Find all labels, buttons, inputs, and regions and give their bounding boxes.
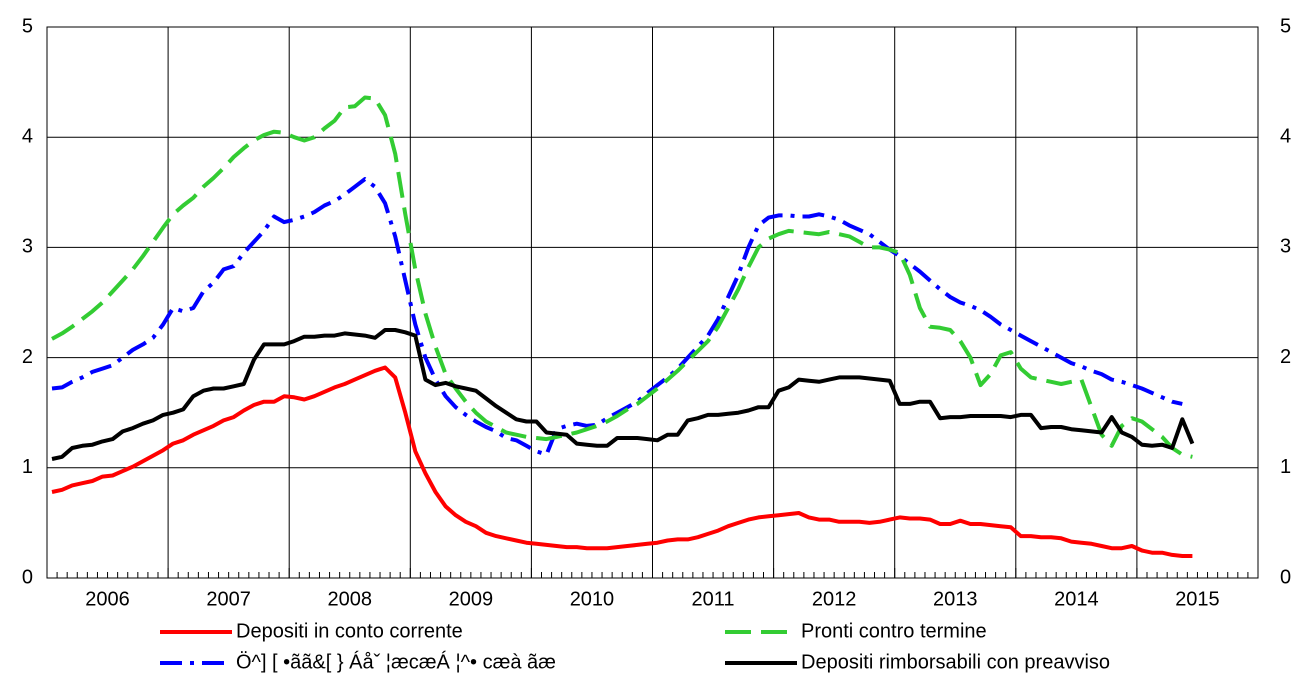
x-tick-label: 2006 — [85, 588, 130, 610]
series-line — [51, 95, 1193, 459]
x-tick-label: 2008 — [328, 588, 373, 610]
x-tick-label: 2014 — [1054, 588, 1099, 610]
y-tick-label: 2 — [22, 346, 33, 368]
series-line — [51, 365, 1193, 558]
x-tick-label: 2009 — [449, 588, 494, 610]
x-tick-label: 2010 — [570, 588, 615, 610]
y2-tick-label: 0 — [1280, 566, 1291, 588]
plot-frame — [46, 26, 1259, 579]
y2-tick-label: 5 — [1280, 15, 1291, 37]
y2-tick-label: 4 — [1280, 125, 1291, 147]
x-tick-label: 2015 — [1175, 588, 1220, 610]
x-tick-label: 2012 — [812, 588, 857, 610]
y-tick-label: 3 — [22, 236, 33, 258]
y2-tick-label: 3 — [1280, 236, 1291, 258]
y2-tick-label: 2 — [1280, 346, 1291, 368]
series-line — [51, 177, 1183, 457]
y-tick-label: 5 — [22, 15, 33, 37]
legend-label: Depositi rimborsabili con preavviso — [801, 651, 1110, 673]
series-line — [51, 328, 1195, 461]
y2-tick-label: 1 — [1280, 456, 1291, 478]
legend-label: Depositi in conto corrente — [236, 620, 463, 642]
legend-label: Ö^] [ •ãã&[ } Áåˇ ¦æcæÁ ¦^• cæà ãæ — [236, 650, 556, 673]
y-tick-label: 4 — [22, 125, 33, 147]
x-tick-label: 2013 — [933, 588, 978, 610]
y-tick-label: 1 — [22, 456, 33, 478]
x-tick-label: 2007 — [206, 588, 251, 610]
y-tick-label: 0 — [22, 566, 33, 588]
x-tick-label: 2011 — [692, 588, 735, 610]
legend-label: Pronti contro termine — [801, 620, 987, 642]
